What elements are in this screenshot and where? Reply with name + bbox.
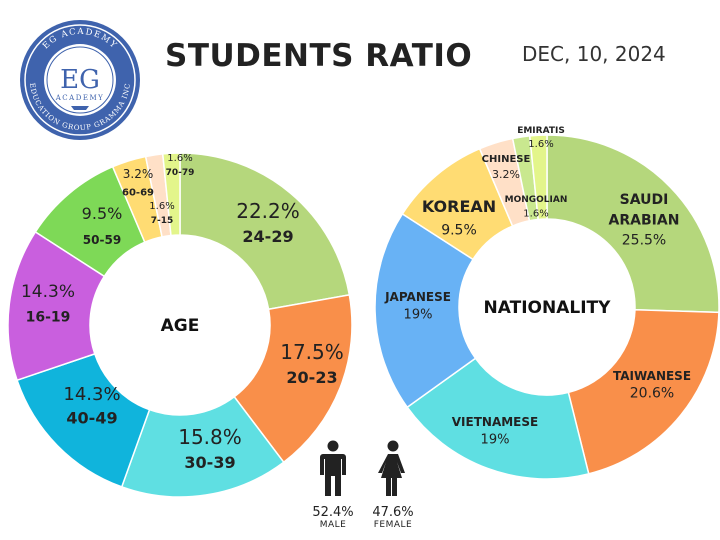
- value-label-japanese: 19%: [404, 307, 433, 322]
- slice-japanese: [374, 212, 477, 409]
- value-label-30-39: 15.8%: [178, 425, 242, 449]
- value-label-chinese: 3.2%: [492, 168, 520, 181]
- nationality-donut-chart: SAUDI ARABIAN 25.5% TAIWANESE 20.6% VIETNAMES…: [374, 126, 720, 480]
- category-label-20-23: 20-23: [286, 368, 337, 387]
- report-date: DEC, 10, 2024: [522, 42, 666, 66]
- chart-center-title: NATIONALITY: [484, 298, 612, 318]
- slice-20-23: [233, 294, 353, 464]
- value-label-40-49: 14.3%: [63, 384, 120, 405]
- male-stat: 52.4% MALE: [306, 505, 360, 530]
- age-donut-chart: 22.2% 24-29 17.5% 20-23 15.8% 30-39 14.3% 40-49…: [7, 152, 353, 498]
- value-label-mongolian: 1.6%: [523, 208, 548, 219]
- eg-academy-logo: EG ACADEMY EDUCATION GROUP GRAMMA INC EG…: [20, 20, 140, 140]
- male-label: MALE: [319, 520, 347, 530]
- male-person-icon: [320, 440, 346, 496]
- value-label-16-19: 14.3%: [21, 282, 75, 302]
- category-label-korean: KOREAN: [422, 197, 496, 216]
- category-label-taiwanese: TAIWANESE: [613, 369, 691, 383]
- female-percent: 47.6%: [372, 505, 414, 520]
- slice-70-79: [161, 152, 181, 237]
- value-label-emiratis: 1.6%: [528, 139, 553, 150]
- value-label-korean: 9.5%: [441, 222, 477, 238]
- category-label-16-19: 16-19: [26, 310, 71, 326]
- chart-center-title: AGE: [161, 316, 200, 336]
- category-label-70-79: 70-79: [166, 168, 195, 178]
- logo-monogram: EG: [60, 65, 100, 95]
- value-label-7-15: 1.6%: [149, 201, 174, 212]
- slice-24-29: [179, 152, 351, 311]
- slice-taiwanese: [567, 308, 720, 475]
- category-label-mongolian: MONGOLIAN: [505, 195, 568, 205]
- slice-saudi-arabian: [546, 134, 720, 314]
- male-percent: 52.4%: [312, 505, 354, 520]
- ship-icon: [71, 106, 89, 110]
- category-label-30-39: 30-39: [184, 453, 235, 472]
- value-label-70-79: 1.6%: [167, 153, 192, 164]
- value-label-60-69: 3.2%: [123, 167, 154, 181]
- category-label-50-59: 50-59: [83, 233, 121, 247]
- category-label-7-15: 7-15: [151, 216, 174, 226]
- logo-sub-text: ACADEMY: [55, 94, 104, 102]
- value-label-vietnamese: 19%: [481, 432, 510, 447]
- value-label-24-29: 22.2%: [236, 199, 300, 223]
- category-label-saudi-arabian: SAUDI: [620, 192, 669, 208]
- value-label-taiwanese: 20.6%: [630, 385, 674, 401]
- page-title: STUDENTS RATIO: [165, 38, 473, 74]
- female-stat: 47.6% FEMALE: [366, 505, 420, 530]
- category-label-japanese: JAPANESE: [384, 290, 451, 304]
- category-label-60-69: 60-69: [122, 187, 154, 198]
- category-label-saudi-arabian: ARABIAN: [609, 212, 680, 228]
- category-label-40-49: 40-49: [66, 408, 117, 427]
- value-label-20-23: 17.5%: [280, 340, 344, 364]
- category-label-vietnamese: VIETNAMESE: [452, 415, 538, 429]
- category-label-chinese: CHINESE: [482, 154, 531, 165]
- category-label-24-29: 24-29: [242, 227, 293, 246]
- value-label-50-59: 9.5%: [82, 204, 123, 223]
- female-label: FEMALE: [373, 520, 413, 530]
- slice-emiratis: [528, 134, 548, 221]
- female-person-icon: [378, 440, 405, 496]
- value-label-saudi-arabian: 25.5%: [622, 233, 666, 249]
- category-label-emiratis: EMIRATIS: [517, 126, 565, 136]
- slice-vietnamese: [406, 357, 590, 480]
